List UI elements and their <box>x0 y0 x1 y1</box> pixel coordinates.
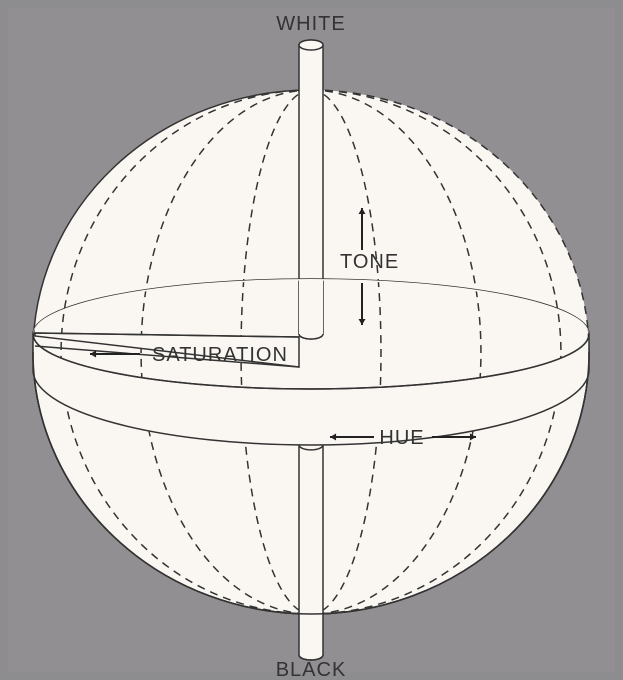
bottom-label: BLACK <box>276 659 347 680</box>
top-label: WHITE <box>276 13 345 35</box>
color-sphere-diagram: WHITE BLACK TONE SATURATION HUE <box>0 0 623 680</box>
tone-label: TONE <box>340 251 399 273</box>
sat-label: SATURATION <box>152 344 288 366</box>
hue-label: HUE <box>379 427 424 449</box>
axis-cylinder-top-cap <box>299 40 323 50</box>
axis-cylinder-lower <box>299 445 323 660</box>
